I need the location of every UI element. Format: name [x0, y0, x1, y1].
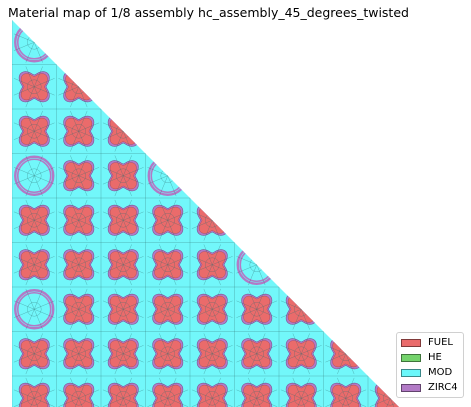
fuel-pin: [333, 385, 359, 407]
legend-swatch-fuel: [401, 339, 421, 347]
legend-label-fuel: FUEL: [428, 337, 453, 348]
legend-item-he: HE: [401, 350, 459, 365]
legend-item-fuel: FUEL: [401, 335, 459, 350]
legend-swatch-mod: [401, 369, 421, 377]
fuel-pin: [66, 385, 92, 407]
legend-item-mod: MOD: [401, 365, 459, 380]
legend: FUEL HE MOD ZIRC4: [396, 332, 464, 398]
fuel-pin: [199, 385, 225, 407]
legend-swatch-zirc4: [401, 384, 421, 392]
legend-label-he: HE: [428, 352, 442, 363]
fuel-pin: [155, 385, 181, 407]
legend-label-zirc4: ZIRC4: [428, 382, 458, 393]
fuel-pin: [288, 385, 314, 407]
legend-item-zirc4: ZIRC4: [401, 380, 459, 395]
legend-label-mod: MOD: [428, 367, 452, 378]
fuel-pin: [244, 385, 270, 407]
legend-swatch-he: [401, 354, 421, 362]
fuel-pin: [110, 385, 136, 407]
fuel-pin: [21, 385, 47, 407]
